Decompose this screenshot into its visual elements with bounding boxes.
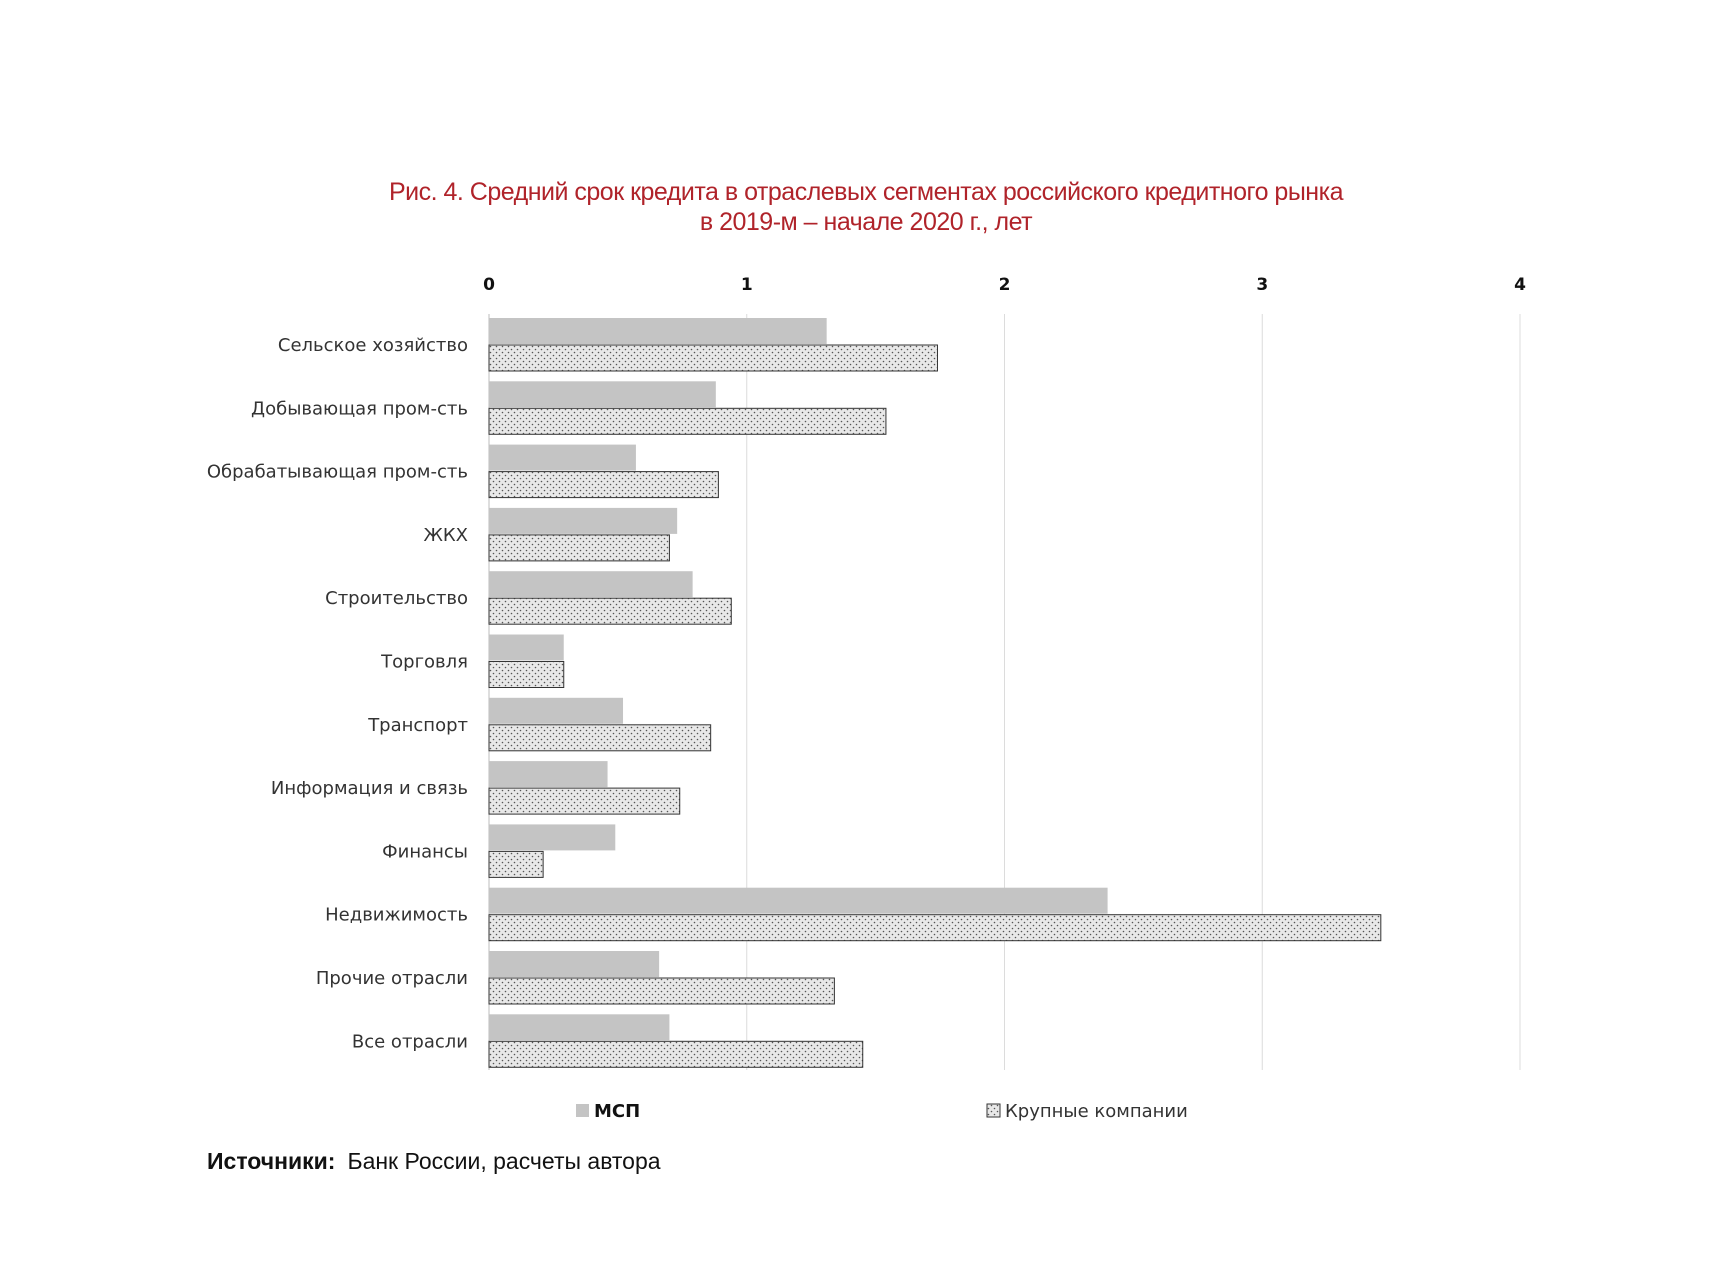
bar-msp [489, 824, 616, 851]
x-tick-label: 4 [1514, 275, 1526, 295]
category-label: Транспорт [367, 715, 468, 736]
bar-msp [489, 507, 678, 534]
gridlines [488, 314, 1521, 1070]
bar-msp [489, 318, 827, 344]
category-label: Сельское хозяйство [278, 335, 468, 356]
x-tick-label: 2 [999, 275, 1011, 295]
x-tick-label: 0 [483, 275, 495, 295]
legend-label-large-companies: Крупные компании [1005, 1101, 1188, 1122]
bar-large-companies [488, 471, 719, 499]
bar-msp [489, 444, 636, 471]
legend: МСП Крупные компании [576, 1101, 1188, 1122]
bar-msp [489, 381, 716, 408]
legend-swatch-large-companies [986, 1103, 1001, 1118]
bar-large-companies [488, 534, 670, 562]
chart-subtitle: в 2019-м – начале 2020 г., лет [699, 208, 1033, 236]
bar-large-companies [488, 597, 732, 625]
bar-msp [489, 951, 660, 977]
bar-msp [489, 634, 564, 661]
source-note: Источники: Банк России, расчеты автора [207, 1148, 661, 1175]
bar-msp [489, 761, 608, 788]
category-label: Все отрасли [352, 1031, 468, 1052]
category-label: ЖКХ [424, 525, 469, 546]
bar-large-companies [488, 850, 544, 878]
bars [488, 318, 1382, 1068]
category-label: Недвижимость [325, 905, 468, 926]
x-tick-label: 3 [1256, 275, 1268, 295]
source-text: Банк России, расчеты автора [347, 1148, 661, 1174]
bar-large-companies [488, 914, 1382, 942]
category-label: Строительство [325, 588, 468, 609]
category-label: Финансы [382, 841, 468, 862]
bar-msp [489, 697, 624, 724]
bar-large-companies [488, 787, 681, 815]
bar-msp [489, 887, 1108, 914]
x-axis-ticks: 0 1 2 3 4 [483, 275, 1526, 295]
chart-title: Рис. 4. Средний срок кредита в отраслевы… [388, 178, 1344, 206]
bar-large-companies [488, 724, 712, 752]
legend-swatch-msp [576, 1104, 589, 1117]
bar-large-companies [488, 1040, 864, 1068]
category-label: Обрабатывающая пром-сть [207, 462, 468, 483]
bar-large-companies [488, 344, 938, 372]
bar-large-companies [488, 661, 565, 688]
source-label: Источники: [207, 1148, 336, 1174]
category-labels: Сельское хозяйство Добывающая пром-сть Обр… [207, 335, 468, 1052]
category-label: Информация и связь [271, 778, 468, 799]
category-label: Торговля [380, 652, 468, 673]
category-label: Добывающая пром-сть [251, 398, 468, 419]
bar-large-companies [488, 977, 835, 1005]
bar-large-companies [488, 407, 887, 435]
bar-msp [489, 1014, 670, 1041]
legend-label-msp: МСП [594, 1101, 640, 1122]
bar-msp [489, 571, 693, 598]
x-tick-label: 1 [741, 275, 753, 295]
category-label: Прочие отрасли [316, 968, 468, 989]
